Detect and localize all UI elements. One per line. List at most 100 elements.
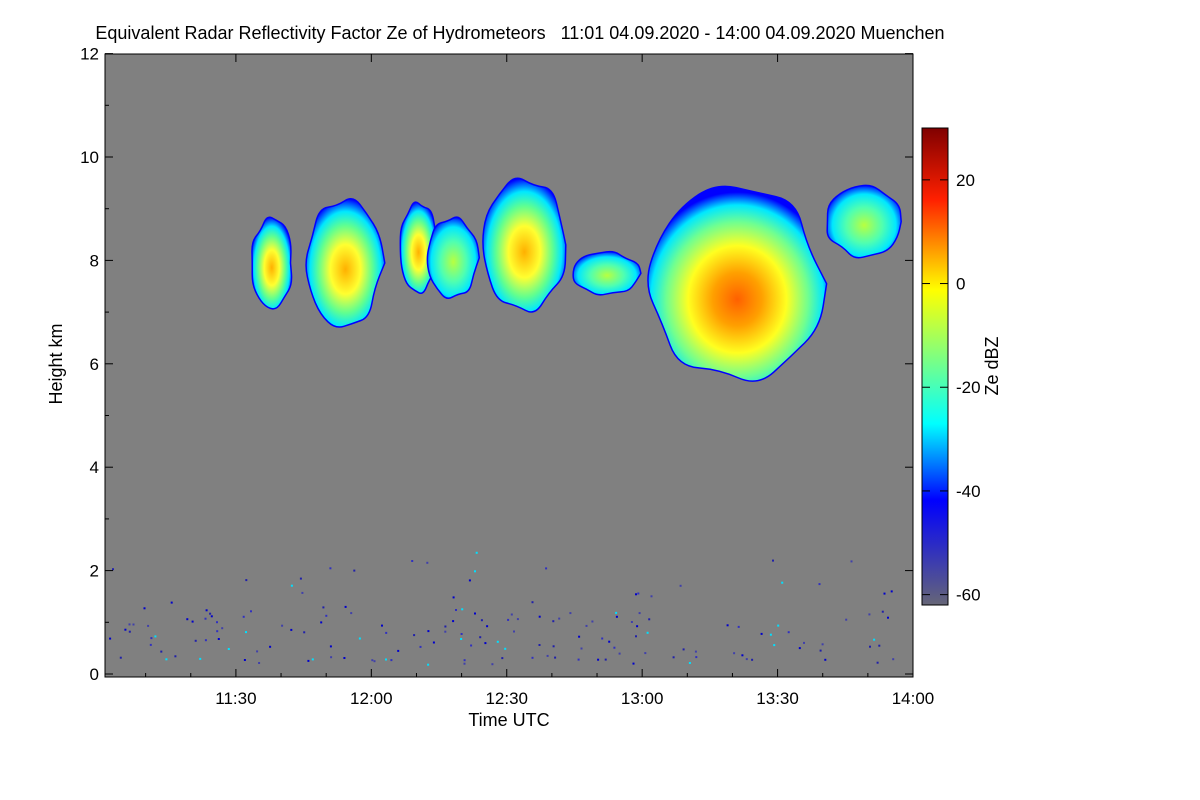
x-tick-label: 12:00 [350, 689, 393, 708]
clutter-speck [320, 621, 323, 624]
clutter-speck [381, 624, 383, 627]
cloud-cell [647, 185, 828, 382]
clutter-speck [373, 660, 376, 663]
clutter-speck [578, 635, 581, 638]
colorbar-tick-label: 20 [956, 171, 975, 190]
colorbar-tick-label: -40 [956, 482, 981, 501]
clutter-speck [390, 659, 393, 662]
clutter-speck [516, 618, 519, 621]
clutter-speck [890, 590, 893, 593]
clutter-speck [419, 645, 422, 648]
clutter-speck [112, 568, 114, 571]
clutter-speck [679, 584, 682, 587]
clutter-speck [191, 620, 194, 623]
plot-area [105, 54, 913, 677]
clutter-speck [444, 630, 447, 633]
x-tick-label: 12:30 [485, 689, 528, 708]
clutter-speck [868, 613, 871, 616]
clutter-speck [632, 662, 635, 665]
clutter-speck [538, 644, 541, 646]
clutter-speck [452, 620, 455, 623]
clutter-speck [513, 630, 515, 633]
clutter-speck [638, 612, 641, 615]
x-axis-label: Time UTC [468, 710, 549, 730]
clutter-speck [824, 658, 827, 661]
clutter-speck [546, 654, 549, 657]
clutter-speck [591, 620, 594, 623]
x-axis: 11:30 12:00 12:30 13:00 13:30 14:00 [145, 54, 935, 708]
clutter-speck [552, 620, 555, 623]
clutter-speck [128, 630, 131, 633]
clutter-speck [772, 559, 774, 562]
y-tick-label: 12 [80, 45, 99, 64]
clutter-speck [741, 654, 744, 657]
clutter-speck [635, 593, 637, 596]
clutter-speck [646, 631, 649, 634]
clutter-speck [468, 579, 471, 582]
clutter-speck [479, 636, 482, 639]
clutter-speck [470, 644, 473, 647]
clutter-speck [216, 621, 218, 624]
clutter-speck [217, 638, 220, 640]
clutter-speck [128, 623, 131, 626]
clutter-speck [322, 606, 325, 609]
clutter-speck [554, 656, 557, 659]
clutter-speck [636, 625, 639, 628]
clutter-speck [507, 618, 510, 621]
clutter-speck [307, 659, 310, 662]
clutter-speck [585, 624, 588, 627]
clutter-speck [160, 650, 163, 653]
clutter-speck [463, 659, 466, 662]
clutter-speck [876, 661, 879, 664]
clutter-speck [745, 658, 748, 661]
x-tick-label: 14:00 [892, 689, 935, 708]
y-tick-label: 4 [90, 458, 99, 477]
clutter-speck [411, 560, 414, 562]
cloud-cell [572, 250, 642, 296]
x-tick-label: 13:00 [621, 689, 664, 708]
clutter-speck [883, 592, 886, 595]
clutter-speck [250, 610, 252, 613]
clutter-speck [474, 570, 476, 573]
clutter-speck [245, 631, 247, 634]
clutter-speck [165, 658, 168, 661]
clutter-speck [290, 628, 293, 631]
clutter-speck [615, 611, 618, 614]
clutter-speck [460, 638, 463, 640]
clutter-speck [672, 656, 675, 659]
clutter-speck [460, 633, 463, 635]
chart-title: Equivalent Radar Reflectivity Factor Ze … [95, 23, 944, 43]
clutter-speck [350, 612, 353, 615]
clutter-speck [194, 639, 197, 642]
y-tick-label: 8 [90, 251, 99, 270]
cloud-cell [305, 198, 386, 328]
colorbar-tick-label: -20 [956, 378, 981, 397]
clutter-speck [531, 601, 534, 604]
clutter-speck [303, 631, 306, 634]
clutter-speck [427, 630, 430, 633]
clutter-speck [311, 658, 314, 661]
clutter-speck [227, 648, 230, 650]
clutter-speck [205, 609, 208, 612]
clutter-speck [577, 658, 580, 661]
clutter-speck [869, 645, 871, 648]
y-axis: 0 2 4 6 8 10 12 [80, 45, 913, 684]
clutter-speck [147, 624, 150, 627]
clutter-speck [385, 631, 388, 634]
clutter-speck [186, 618, 189, 621]
clutter-speck [510, 613, 513, 616]
clutter-speck [648, 618, 651, 621]
clutter-speck [455, 609, 457, 611]
clutter-speck [496, 640, 499, 643]
colorbar-ticks: 20 0 -20 -40 -60 [922, 171, 981, 605]
clutter-speck [682, 648, 685, 651]
clutter-speck [221, 627, 224, 630]
clutter-speck [873, 638, 876, 641]
clutter-speck [301, 591, 304, 594]
clutter-speck [769, 633, 772, 636]
clutter-speck [461, 608, 464, 611]
clutter-speck [892, 658, 895, 661]
clutter-speck [204, 639, 207, 642]
clutter-speck [695, 656, 698, 659]
clutter-speck [501, 657, 504, 660]
